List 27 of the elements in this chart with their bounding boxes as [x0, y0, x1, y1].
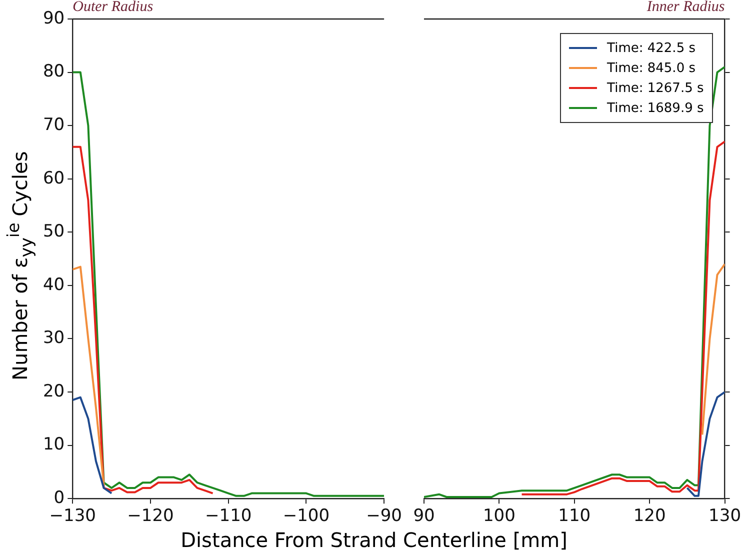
y-tick-label: 60	[42, 168, 65, 188]
y-tick-label: 90	[42, 8, 65, 28]
y-tick-label: 80	[42, 62, 65, 82]
x-tick-label: −120	[127, 506, 174, 526]
text: Outer Radius	[72, 0, 154, 16]
y-tick-label: 40	[42, 274, 65, 295]
x-tick-label: −130	[49, 506, 96, 526]
y-tick-label: 70	[42, 115, 65, 135]
y-tick-label: 20	[42, 381, 65, 402]
y-tick-label: 0	[54, 488, 65, 508]
legend-label: Time: 422.5 s	[607, 40, 696, 56]
y-tick-label: 30	[42, 328, 65, 348]
x-tick-label: 120	[633, 506, 666, 526]
x-tick-label: 110	[558, 506, 591, 526]
x-tick-label: 90	[413, 506, 435, 526]
y-tick-label: 10	[42, 434, 65, 455]
x-tick-label: −100	[282, 506, 330, 526]
x-axis-title: Distance From Strand Centerline [mm]	[180, 528, 568, 552]
text: Inner Radius	[646, 0, 725, 16]
legend-label: Time: 1267.5 s	[607, 80, 704, 96]
y-tick-label: 50	[42, 222, 65, 242]
x-tick-label: 100	[482, 506, 516, 526]
x-tick-label: −110	[204, 506, 252, 526]
legend-label: Time: 1689.9 s	[607, 100, 704, 116]
legend-label: Time: 845.0 s	[607, 60, 696, 76]
x-tick-label: 130	[708, 506, 742, 526]
x-tick-label: −90	[366, 506, 402, 526]
